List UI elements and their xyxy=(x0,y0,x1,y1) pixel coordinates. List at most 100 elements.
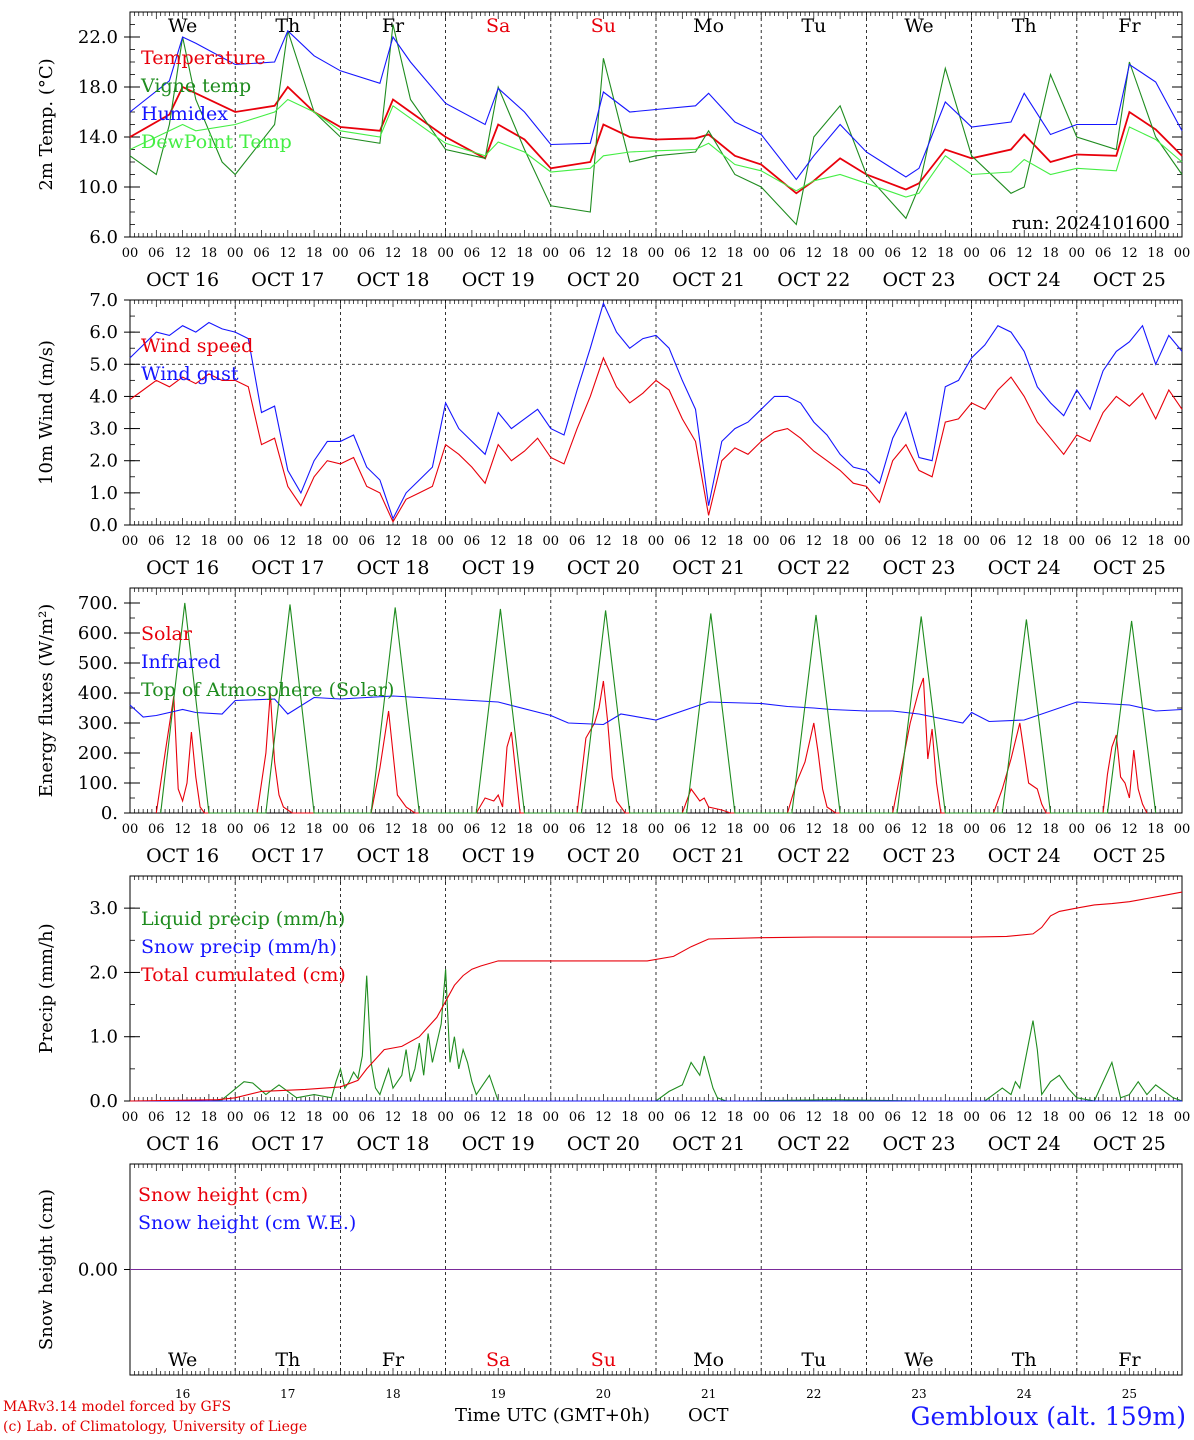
hour-tick-label: 18 xyxy=(201,1110,218,1125)
date-label: OCT 17 xyxy=(251,557,324,579)
hour-tick-label: 06 xyxy=(569,246,586,261)
y-axis-label: Precip (mm/h) xyxy=(36,923,57,1053)
date-label: OCT 22 xyxy=(777,557,850,579)
hour-tick-label: 12 xyxy=(911,246,928,261)
hour-tick-label: 00 xyxy=(332,246,349,261)
hour-tick-label: 00 xyxy=(1069,534,1086,549)
series-line xyxy=(129,85,1183,195)
weekday-label: Sa xyxy=(486,1349,510,1371)
y-tick-label: 100. xyxy=(78,773,118,794)
hour-tick-label: 00 xyxy=(227,246,244,261)
hour-tick-label: 18 xyxy=(937,1110,954,1125)
y-tick-label: 400. xyxy=(78,683,118,704)
day-number-label: 24 xyxy=(1017,1387,1033,1401)
y-tick-label: 5.0 xyxy=(89,354,118,375)
hour-tick-label: 12 xyxy=(280,534,297,549)
date-label: OCT 25 xyxy=(1093,1133,1166,1155)
hour-tick-label: 00 xyxy=(858,822,875,837)
series-line xyxy=(129,24,1183,226)
hour-tick-label: 18 xyxy=(832,534,849,549)
legend-entry: Snow precip (mm/h) xyxy=(141,936,337,958)
date-label: OCT 25 xyxy=(1093,269,1166,291)
weekday-label: Th xyxy=(275,15,300,37)
hour-tick-label: 06 xyxy=(253,1110,270,1125)
hour-tick-label: 06 xyxy=(884,246,901,261)
lab-credit: (c) Lab. of Climatology, University of L… xyxy=(3,1419,308,1435)
y-tick-label: 6.0 xyxy=(89,322,118,343)
hour-tick-label: 00 xyxy=(963,822,980,837)
hour-tick-label: 06 xyxy=(569,1110,586,1125)
hour-tick-label: 00 xyxy=(437,822,454,837)
y-tick-label: 2.0 xyxy=(89,962,118,983)
hour-tick-label: 12 xyxy=(1016,1110,1033,1125)
hour-tick-label: 00 xyxy=(227,822,244,837)
hour-tick-label: 18 xyxy=(1042,822,1059,837)
date-label: OCT 21 xyxy=(672,1133,745,1155)
y-axis-label: 10m Wind (m/s) xyxy=(36,340,57,485)
y-tick-label: 0. xyxy=(101,803,118,824)
hour-tick-label: 06 xyxy=(569,822,586,837)
hour-tick-label: 00 xyxy=(858,1110,875,1125)
hour-tick-label: 18 xyxy=(832,1110,849,1125)
weekday-label: Tu xyxy=(801,1349,826,1371)
date-label: OCT 20 xyxy=(567,269,640,291)
day-number-label: 19 xyxy=(491,1387,506,1401)
hour-tick-label: 06 xyxy=(148,1110,165,1125)
date-label: OCT 19 xyxy=(462,1133,535,1155)
hour-tick-label: 06 xyxy=(674,534,691,549)
hour-tick-label: 12 xyxy=(1121,1110,1138,1125)
hour-tick-label: 12 xyxy=(490,246,507,261)
hour-tick-label: 12 xyxy=(385,534,402,549)
hour-tick-label: 06 xyxy=(990,1110,1007,1125)
legend-entry: Wind gust xyxy=(141,363,239,385)
hour-tick-label: 00 xyxy=(858,246,875,261)
weekday-label: Fr xyxy=(382,1349,405,1371)
hour-tick-label: 12 xyxy=(1121,822,1138,837)
hour-tick-label: 18 xyxy=(937,246,954,261)
hour-tick-label: 18 xyxy=(306,822,323,837)
date-label: OCT 16 xyxy=(146,269,219,291)
date-label: OCT 20 xyxy=(567,1133,640,1155)
x-axis-title: Time UTC (GMT+0h) xyxy=(455,1405,650,1426)
hour-tick-label: 00 xyxy=(332,534,349,549)
hour-tick-label: 18 xyxy=(1042,1110,1059,1125)
date-label: OCT 25 xyxy=(1093,557,1166,579)
weekday-label: Su xyxy=(591,1349,616,1371)
hour-tick-label: 06 xyxy=(148,246,165,261)
hour-tick-label: 00 xyxy=(1174,246,1191,261)
hour-tick-label: 12 xyxy=(280,822,297,837)
date-label: OCT 17 xyxy=(251,269,324,291)
hour-tick-label: 00 xyxy=(122,822,139,837)
y-tick-label: 3.0 xyxy=(89,419,118,440)
hour-tick-label: 18 xyxy=(1147,534,1164,549)
hour-tick-label: 00 xyxy=(1174,534,1191,549)
hour-tick-label: 12 xyxy=(911,1110,928,1125)
hour-tick-label: 06 xyxy=(990,534,1007,549)
date-label: OCT 18 xyxy=(356,1133,429,1155)
hour-tick-label: 00 xyxy=(858,534,875,549)
weekday-label: Fr xyxy=(382,15,405,37)
hour-tick-label: 18 xyxy=(411,534,428,549)
run-annotation: run: 2024101600 xyxy=(1012,213,1170,234)
legend-entry: Wind speed xyxy=(141,335,253,357)
hour-tick-label: 06 xyxy=(884,534,901,549)
weekday-label: We xyxy=(904,15,933,37)
series-line xyxy=(160,602,1157,814)
hour-tick-label: 12 xyxy=(174,822,191,837)
y-tick-label: 6.0 xyxy=(89,227,118,248)
hour-tick-label: 00 xyxy=(543,822,560,837)
hour-tick-label: 00 xyxy=(963,1110,980,1125)
hour-tick-label: 06 xyxy=(569,534,586,549)
hour-tick-label: 18 xyxy=(727,534,744,549)
hour-tick-label: 12 xyxy=(1121,246,1138,261)
date-label: OCT 21 xyxy=(672,557,745,579)
date-label: OCT 22 xyxy=(777,845,850,867)
weekday-label: Mo xyxy=(693,1349,724,1371)
station-name: Gembloux (alt. 159m) xyxy=(910,1402,1186,1431)
hour-tick-label: 18 xyxy=(1147,246,1164,261)
hour-tick-label: 00 xyxy=(648,246,665,261)
hour-tick-label: 18 xyxy=(1147,822,1164,837)
y-tick-label: 22.0 xyxy=(78,27,118,48)
date-label: OCT 23 xyxy=(882,1133,955,1155)
